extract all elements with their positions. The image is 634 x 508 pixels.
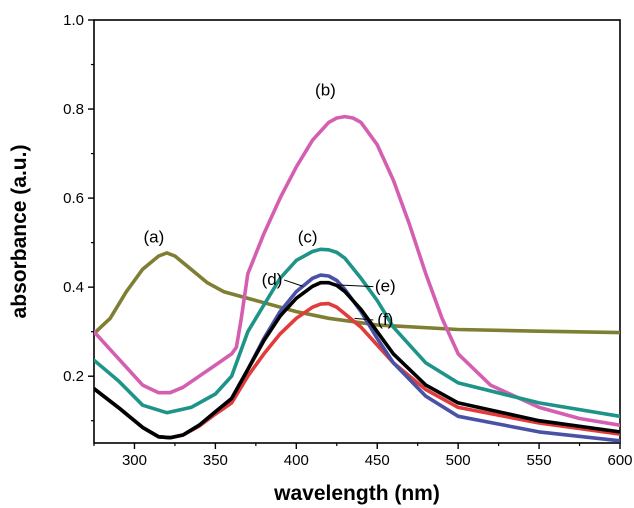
x-tick-label: 550 [527,452,552,469]
y-tick-label: 1.0 [63,12,84,29]
x-tick-label: 300 [122,452,147,469]
curve-label-f: (f) [377,310,393,329]
y-axis-title: absorbance (a.u.) [8,145,31,319]
x-tick-label: 400 [284,452,309,469]
series-line-e [94,273,620,443]
curve-label-e: (e) [375,277,396,296]
x-tick-label: 450 [365,452,390,469]
curve-label-b: (b) [315,81,336,100]
plot-border [93,19,621,444]
series-line-c [94,247,620,419]
curve-label-a: (a) [143,228,164,247]
y-tick-label: 0.8 [63,101,84,118]
x-axis-ticks: 300 350 400 450 500 550 600 [93,443,633,469]
series-line-d [94,280,620,440]
x-axis-title: wavelength (nm) [273,482,440,505]
y-axis-ticks: 0.2 0.4 0.6 0.8 1.0 [63,12,94,422]
x-tick-label: 600 [607,452,632,469]
x-tick-label: 500 [446,452,471,469]
y-tick-label: 0.4 [63,279,84,296]
leader-line-e [336,284,374,288]
curve-label-c: (c) [298,228,318,247]
series-layer [94,114,620,443]
x-tick-label: 350 [203,452,228,469]
y-tick-label: 0.6 [63,190,84,207]
y-tick-label: 0.2 [63,368,84,385]
annotation-layer: (a) (b) (c) (d) (e) (f) [143,81,395,329]
leader-line-f [354,317,374,321]
plot-frame [93,19,621,444]
leader-line-d [283,279,303,287]
series-line-b [94,114,620,428]
curve-label-d: (d) [262,270,283,289]
series-line-a [94,251,620,336]
series-line-f [94,301,620,440]
